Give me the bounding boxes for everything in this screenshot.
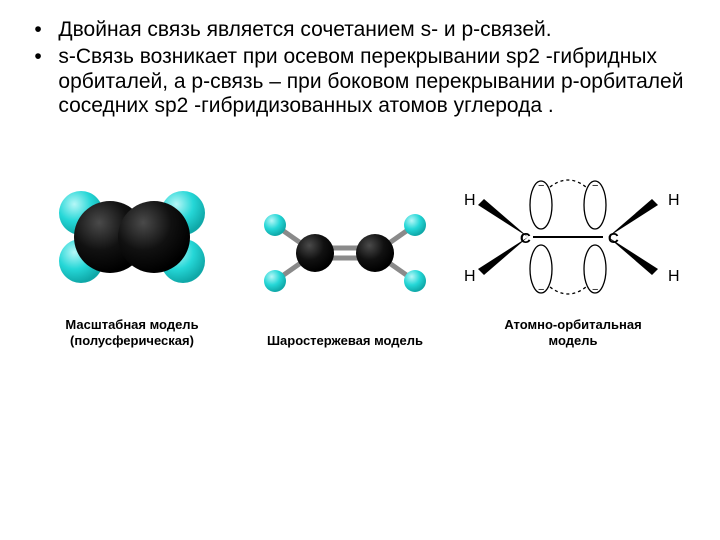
figure-orbital-model: − − − − H H H H C C Атомно-орбитал: [458, 159, 688, 350]
bullet-1: Двойная связь является сочетанием s- и p…: [34, 18, 692, 43]
orbital-svg: − − − − H H H H C C: [458, 159, 688, 309]
caption-line: Масштабная модель: [65, 317, 198, 332]
scale-model-svg: [32, 159, 232, 309]
figure-scale-model: Масштабная модель (полусферическая): [32, 159, 232, 350]
svg-text:−: −: [592, 284, 598, 296]
ballstick-caption: Шаростержевая модель: [267, 333, 423, 349]
scale-model-caption: Масштабная модель (полусферическая): [65, 317, 198, 350]
ballstick-svg: [235, 175, 455, 325]
label-H: H: [464, 268, 476, 285]
svg-text:−: −: [592, 180, 598, 192]
svg-text:−: −: [538, 180, 544, 192]
slide: Двойная связь является сочетанием s- и p…: [0, 0, 720, 350]
figures-row: Масштабная модель (полусферическая): [28, 159, 692, 350]
label-H: H: [668, 192, 680, 209]
label-H: H: [668, 268, 680, 285]
bullet-list: Двойная связь является сочетанием s- и p…: [28, 18, 692, 119]
orbital-caption: Атомно-орбитальная модель: [504, 317, 641, 350]
caption-line: Атомно-орбитальная: [504, 317, 641, 332]
bullet-2: s-Связь возникает при осевом перекрывани…: [34, 45, 692, 119]
caption-line: модель: [549, 333, 598, 348]
label-C: C: [520, 230, 531, 247]
svg-text:−: −: [538, 284, 544, 296]
label-H: H: [464, 192, 476, 209]
label-C: C: [608, 230, 619, 247]
figure-ballstick-model: Шаростержевая модель: [235, 175, 455, 349]
caption-line: (полусферическая): [70, 333, 194, 348]
